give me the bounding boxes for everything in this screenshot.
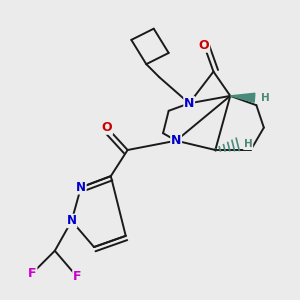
Text: N: N bbox=[184, 97, 194, 110]
Text: O: O bbox=[102, 121, 112, 134]
Text: F: F bbox=[73, 270, 82, 284]
Text: F: F bbox=[28, 267, 37, 280]
Polygon shape bbox=[230, 93, 255, 102]
Text: H: H bbox=[244, 140, 253, 149]
Text: N: N bbox=[76, 181, 86, 194]
Text: H: H bbox=[261, 93, 269, 103]
Text: N: N bbox=[67, 214, 76, 227]
Text: N: N bbox=[171, 134, 181, 147]
Text: O: O bbox=[199, 39, 209, 52]
